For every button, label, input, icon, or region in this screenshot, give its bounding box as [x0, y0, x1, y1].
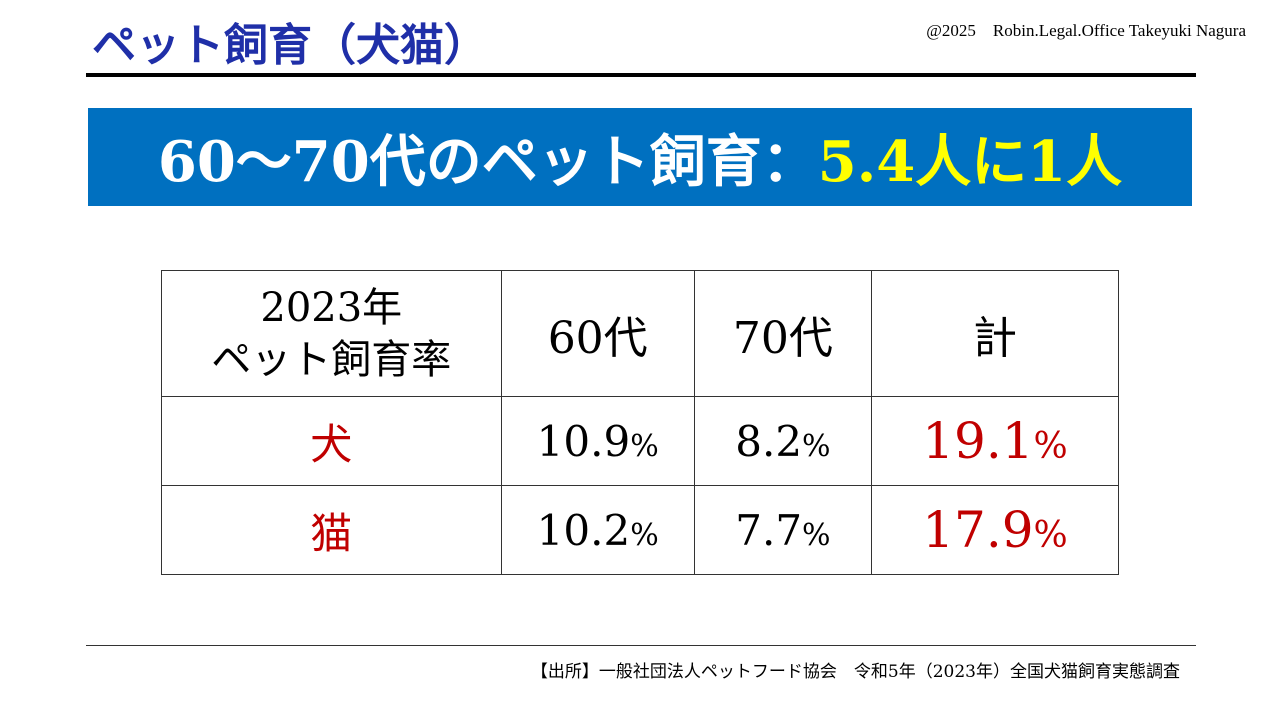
copyright-notice: @2025 Robin.Legal.Office Takeyuki Nagura — [926, 21, 1246, 40]
percent-sign: % — [1033, 426, 1068, 467]
title-divider — [86, 73, 1196, 77]
dog-70s-value: 8.2 — [735, 416, 803, 466]
page-title: ペット飼育（犬猫） — [92, 20, 488, 71]
source-citation: 【出所】一般社団法人ペットフード協会 令和5年（2023年）全国犬猫飼育実態調査 — [530, 662, 1180, 682]
table-row-dog: 犬 10.9% 8.2% 19.1% — [161, 396, 1119, 486]
cat-60s-rate: 10.2% — [500, 485, 695, 575]
dog-60s-rate: 10.9% — [500, 396, 695, 486]
source-divider — [86, 645, 1196, 646]
corner-header-metric: ペット飼育率 — [211, 336, 452, 383]
percent-sign: % — [802, 428, 831, 464]
column-header-60s: 60代 — [500, 270, 695, 397]
percent-sign: % — [630, 517, 659, 553]
dog-70s-rate: 8.2% — [693, 396, 873, 486]
pet-ownership-table: 2023年 ペット飼育率 60代 70代 計 犬 10.9% 8.2% 19.1… — [161, 270, 1119, 575]
percent-sign: % — [630, 428, 659, 464]
cat-70s-rate: 7.7% — [693, 485, 873, 575]
dog-total-value: 19.1 — [922, 412, 1034, 470]
banner-accent-text: 5.4人に1人 — [817, 128, 1123, 195]
cat-70s-value: 7.7 — [735, 505, 803, 555]
dog-total-rate: 19.1% — [871, 396, 1119, 486]
banner-main-text: 60〜70代のペット飼育： — [157, 128, 818, 195]
cat-total-value: 17.9 — [922, 501, 1034, 559]
percent-sign: % — [802, 517, 831, 553]
corner-header-year: 2023年 — [260, 284, 403, 331]
headline-banner: 60〜70代のペット飼育： 5.4人に1人 — [88, 108, 1192, 206]
cat-total-rate: 17.9% — [871, 485, 1119, 575]
column-header-70s: 70代 — [693, 270, 873, 397]
column-header-total: 計 — [871, 270, 1119, 397]
table-row-cat: 猫 10.2% 7.7% 17.9% — [161, 485, 1119, 575]
dog-60s-value: 10.9 — [536, 416, 631, 466]
table-header-row: 2023年 ペット飼育率 60代 70代 計 — [161, 270, 1119, 397]
row-label-cat: 猫 — [161, 485, 502, 575]
row-label-dog: 犬 — [161, 396, 502, 486]
table-corner-header: 2023年 ペット飼育率 — [161, 270, 502, 397]
percent-sign: % — [1033, 515, 1068, 556]
cat-60s-value: 10.2 — [536, 505, 631, 555]
